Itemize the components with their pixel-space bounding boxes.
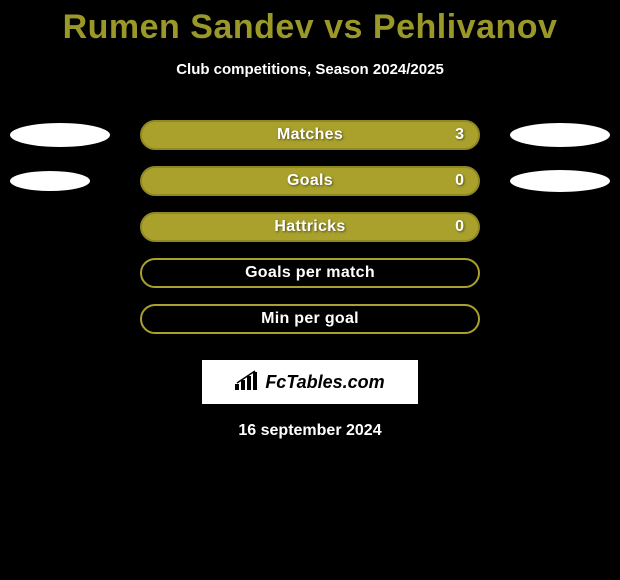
left-ellipse: [10, 171, 90, 191]
stat-bar: Goals 0: [140, 166, 480, 196]
footer-logo: FcTables.com: [202, 360, 418, 404]
stat-value-right: 0: [455, 172, 464, 190]
chart-icon: [235, 370, 259, 395]
stat-label: Goals: [287, 172, 333, 190]
stat-bar: Min per goal: [140, 304, 480, 334]
stat-label: Hattricks: [274, 218, 345, 236]
stat-label: Matches: [277, 126, 343, 144]
stat-label: Goals per match: [245, 264, 375, 282]
right-ellipse: [510, 170, 610, 192]
stat-value-right: 0: [455, 218, 464, 236]
stat-row: Goals 0: [0, 158, 620, 204]
left-ellipse: [10, 123, 110, 147]
page-title: Rumen Sandev vs Pehlivanov: [0, 0, 620, 47]
footer-date: 16 september 2024: [0, 422, 620, 440]
stat-value-right: 3: [455, 126, 464, 144]
stat-bar: Goals per match: [140, 258, 480, 288]
stat-bar: Hattricks 0: [140, 212, 480, 242]
stat-row: Min per goal: [0, 296, 620, 342]
stat-bar: Matches 3: [140, 120, 480, 150]
right-ellipse: [510, 123, 610, 147]
stat-label: Min per goal: [261, 310, 359, 328]
stat-row: Goals per match: [0, 250, 620, 296]
footer-brand-text: FcTables.com: [265, 372, 384, 393]
stat-row: Matches 3: [0, 112, 620, 158]
stat-row: Hattricks 0: [0, 204, 620, 250]
stats-rows: Matches 3 Goals 0 Hattricks 0 Goals per match M…: [0, 112, 620, 342]
page-subtitle: Club competitions, Season 2024/2025: [0, 61, 620, 78]
